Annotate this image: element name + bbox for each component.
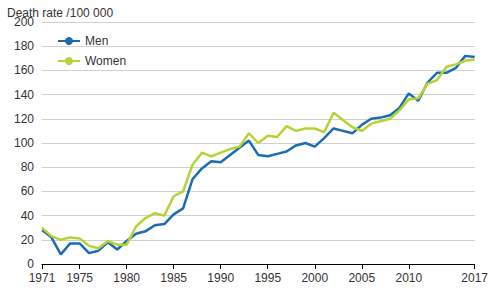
svg-text:2005: 2005: [348, 271, 375, 285]
svg-text:80: 80: [21, 160, 35, 174]
svg-text:200: 200: [14, 15, 34, 29]
svg-text:Death rate /100 000: Death rate /100 000: [7, 6, 113, 20]
svg-text:0: 0: [27, 257, 34, 271]
svg-text:160: 160: [14, 63, 34, 77]
svg-text:1995: 1995: [254, 271, 281, 285]
svg-text:1990: 1990: [207, 271, 234, 285]
svg-text:40: 40: [21, 209, 35, 223]
svg-text:100: 100: [14, 136, 34, 150]
svg-text:2010: 2010: [395, 271, 422, 285]
svg-text:20: 20: [21, 233, 35, 247]
svg-text:1980: 1980: [113, 271, 140, 285]
svg-text:120: 120: [14, 112, 34, 126]
svg-text:140: 140: [14, 88, 34, 102]
svg-text:2017: 2017: [461, 271, 488, 285]
svg-text:Women: Women: [85, 54, 126, 68]
svg-text:1985: 1985: [160, 271, 187, 285]
svg-text:180: 180: [14, 39, 34, 53]
svg-text:Men: Men: [85, 34, 108, 48]
svg-text:1971: 1971: [29, 271, 56, 285]
svg-text:1975: 1975: [66, 271, 93, 285]
svg-text:2000: 2000: [301, 271, 328, 285]
svg-text:60: 60: [21, 184, 35, 198]
